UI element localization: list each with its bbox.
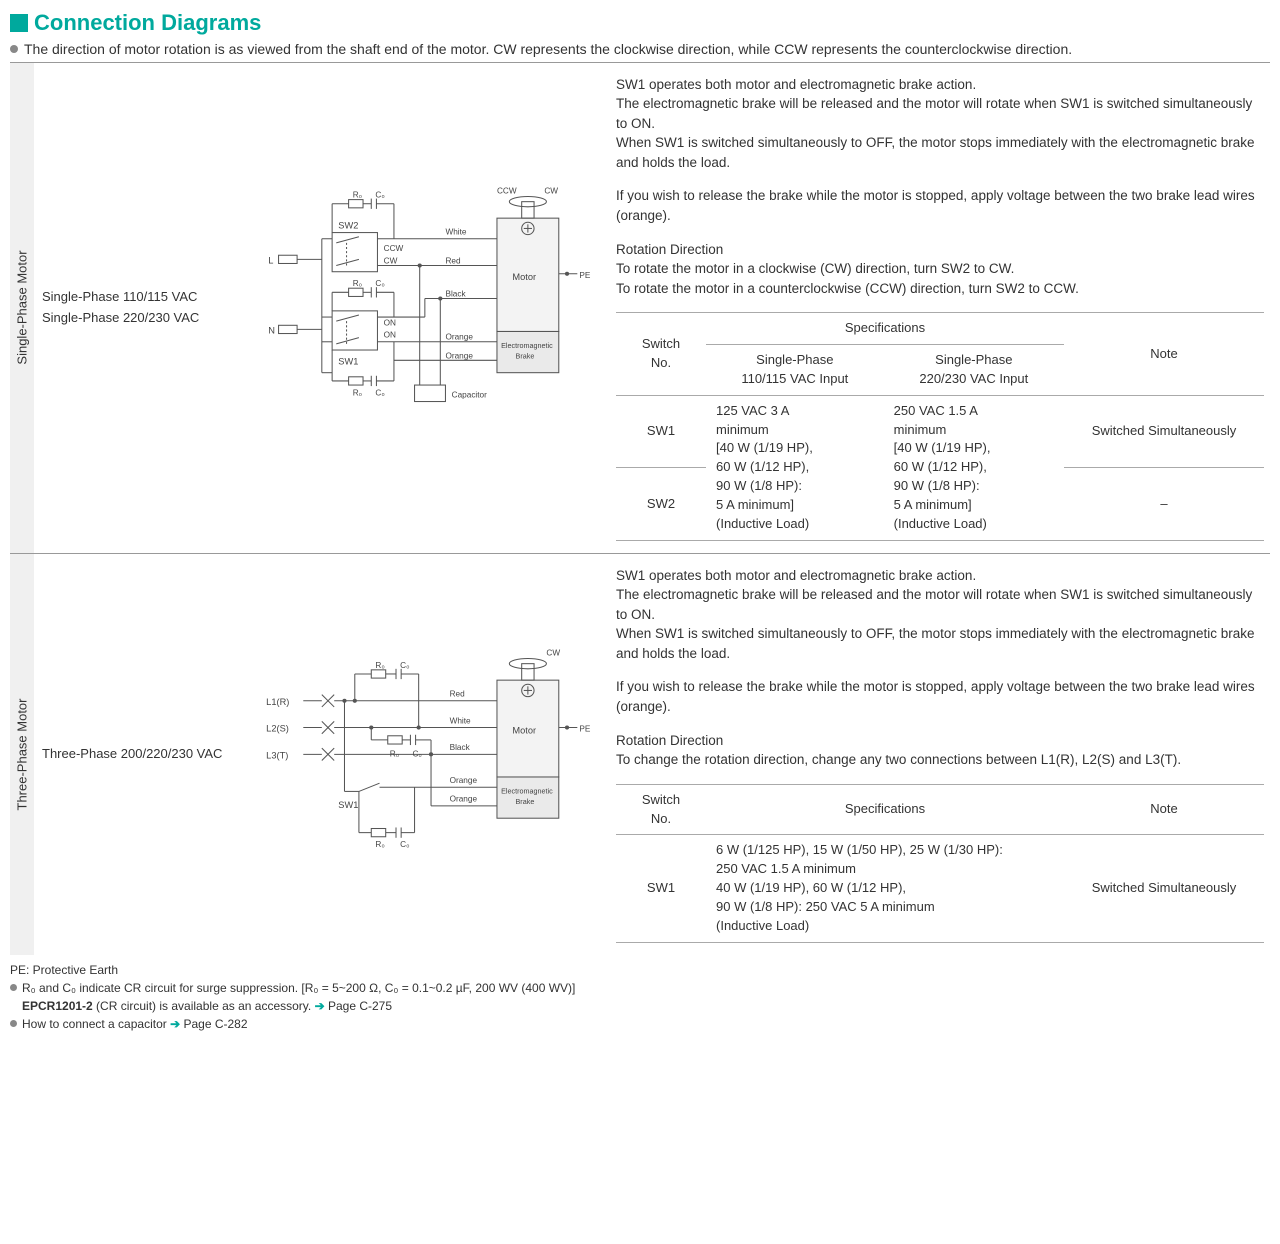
svg-text:White: White — [450, 716, 471, 725]
single-phase-side-label: Single-Phase Motor — [10, 63, 34, 553]
bullet-icon — [10, 1020, 17, 1027]
description-paragraph: Rotation Direction To rotate the motor i… — [616, 240, 1264, 299]
svg-text:CW: CW — [546, 648, 560, 657]
svg-text:C₀: C₀ — [400, 840, 409, 849]
svg-text:R₀: R₀ — [353, 388, 362, 397]
svg-text:ON: ON — [384, 318, 396, 327]
intro-line: The direction of motor rotation is as vi… — [10, 40, 1270, 60]
svg-text:Orange: Orange — [445, 333, 473, 342]
svg-text:Capacitor: Capacitor — [452, 390, 487, 399]
footnote-rc: R₀ and C₀ indicate CR circuit for surge … — [10, 979, 1270, 997]
table-row: SW1 6 W (1/125 HP), 15 W (1/50 HP), 25 W… — [616, 835, 1264, 942]
svg-text:SW1: SW1 — [338, 356, 358, 366]
voltage-line: Single-Phase 220/230 VAC — [42, 308, 252, 329]
title-square-icon — [10, 14, 28, 32]
footnotes: PE: Protective Earth R₀ and C₀ indicate … — [10, 961, 1270, 1033]
description-paragraph: SW1 operates both motor and electromagne… — [616, 75, 1264, 173]
svg-text:C₀: C₀ — [375, 279, 384, 288]
svg-text:Red: Red — [445, 256, 461, 265]
single-phase-diagram: L N SW2 CCW CW SW1 ON ON — [260, 63, 600, 553]
svg-text:Electromagnetic: Electromagnetic — [501, 786, 553, 795]
description-paragraph: Rotation Direction To change the rotatio… — [616, 731, 1264, 770]
voltage-line: Three-Phase 200/220/230 VAC — [42, 744, 252, 765]
three-phase-diagram: L1(R) L2(S) L3(T) Red White Black R₀ C₀ — [260, 554, 600, 955]
description-paragraph: If you wish to release the brake while t… — [616, 186, 1264, 225]
arrow-icon: ➔ — [315, 999, 325, 1013]
svg-text:PE: PE — [579, 724, 590, 733]
intro-text: The direction of motor rotation is as vi… — [24, 40, 1072, 60]
svg-text:C₀: C₀ — [400, 661, 409, 670]
three-phase-spec-table: Switch No. Specifications Note SW1 6 W (… — [616, 784, 1264, 943]
single-phase-description: SW1 operates both motor and electromagne… — [600, 63, 1270, 553]
svg-text:Motor: Motor — [512, 726, 536, 736]
svg-text:PE: PE — [579, 271, 590, 280]
svg-text:CW: CW — [544, 186, 558, 195]
svg-text:Black: Black — [450, 743, 471, 752]
footnote-pe: PE: Protective Earth — [10, 961, 1270, 979]
svg-text:Black: Black — [445, 289, 466, 298]
svg-text:R₀: R₀ — [353, 190, 362, 199]
three-phase-description: SW1 operates both motor and electromagne… — [600, 554, 1270, 955]
svg-text:Brake: Brake — [516, 351, 535, 360]
three-phase-side-label: Three-Phase Motor — [10, 554, 34, 955]
svg-text:L: L — [268, 255, 273, 265]
svg-text:Orange: Orange — [450, 795, 478, 804]
svg-text:L2(S): L2(S) — [266, 723, 289, 733]
description-paragraph: SW1 operates both motor and electromagne… — [616, 566, 1264, 664]
table-header: Note — [1064, 784, 1264, 835]
description-paragraph: If you wish to release the brake while t… — [616, 677, 1264, 716]
svg-text:CCW: CCW — [497, 186, 517, 195]
three-phase-voltages: Three-Phase 200/220/230 VAC — [34, 554, 260, 955]
single-phase-voltages: Single-Phase 110/115 VAC Single-Phase 22… — [34, 63, 260, 553]
svg-text:White: White — [445, 227, 466, 236]
svg-text:Orange: Orange — [445, 351, 473, 360]
table-header: Switch No. — [616, 784, 706, 835]
svg-text:CW: CW — [384, 256, 398, 265]
footnote-epcr: EPCR1201-2 (CR circuit) is available as … — [10, 997, 1270, 1015]
three-phase-section: Three-Phase Motor Three-Phase 200/220/23… — [10, 553, 1270, 955]
page-title: Connection Diagrams — [34, 10, 261, 36]
table-subheader: Single-Phase 220/230 VAC Input — [884, 345, 1064, 396]
bullet-icon — [10, 984, 17, 991]
svg-text:Orange: Orange — [450, 776, 478, 785]
svg-text:CCW: CCW — [384, 244, 404, 253]
svg-text:Brake: Brake — [516, 797, 535, 806]
svg-text:C₀: C₀ — [412, 749, 421, 758]
svg-text:Motor: Motor — [512, 272, 536, 282]
svg-text:Red: Red — [450, 689, 466, 698]
table-row: SW1 125 VAC 3 A minimum [40 W (1/19 HP),… — [616, 395, 1264, 467]
svg-text:SW2: SW2 — [338, 220, 358, 230]
table-header: Note — [1064, 313, 1264, 396]
footnote-capacitor: How to connect a capacitor ➔ Page C-282 — [10, 1015, 1270, 1033]
svg-text:L1(R): L1(R) — [266, 697, 289, 707]
svg-text:SW1: SW1 — [338, 800, 358, 810]
single-phase-section: Single-Phase Motor Single-Phase 110/115 … — [10, 62, 1270, 553]
single-phase-spec-table: Switch No. Specifications Note Single-Ph… — [616, 312, 1264, 540]
table-header: Specifications — [706, 313, 1064, 345]
svg-text:C₀: C₀ — [375, 388, 384, 397]
table-subheader: Single-Phase 110/115 VAC Input — [706, 345, 884, 396]
svg-text:N: N — [268, 325, 275, 335]
bullet-icon — [10, 45, 18, 53]
svg-text:R₀: R₀ — [375, 840, 384, 849]
table-header: Specifications — [706, 784, 1064, 835]
svg-text:R₀: R₀ — [353, 279, 362, 288]
epcr-label: EPCR1201-2 — [22, 999, 93, 1013]
arrow-icon: ➔ — [170, 1017, 180, 1031]
svg-text:Electromagnetic: Electromagnetic — [501, 341, 553, 350]
svg-text:ON: ON — [384, 331, 396, 340]
svg-text:C₀: C₀ — [375, 190, 384, 199]
svg-text:R₀: R₀ — [375, 661, 384, 670]
svg-text:R₀: R₀ — [390, 749, 399, 758]
table-header: Switch No. — [616, 313, 706, 396]
page-title-bar: Connection Diagrams — [10, 10, 1270, 36]
svg-text:L3(T): L3(T) — [266, 750, 288, 760]
voltage-line: Single-Phase 110/115 VAC — [42, 287, 252, 308]
